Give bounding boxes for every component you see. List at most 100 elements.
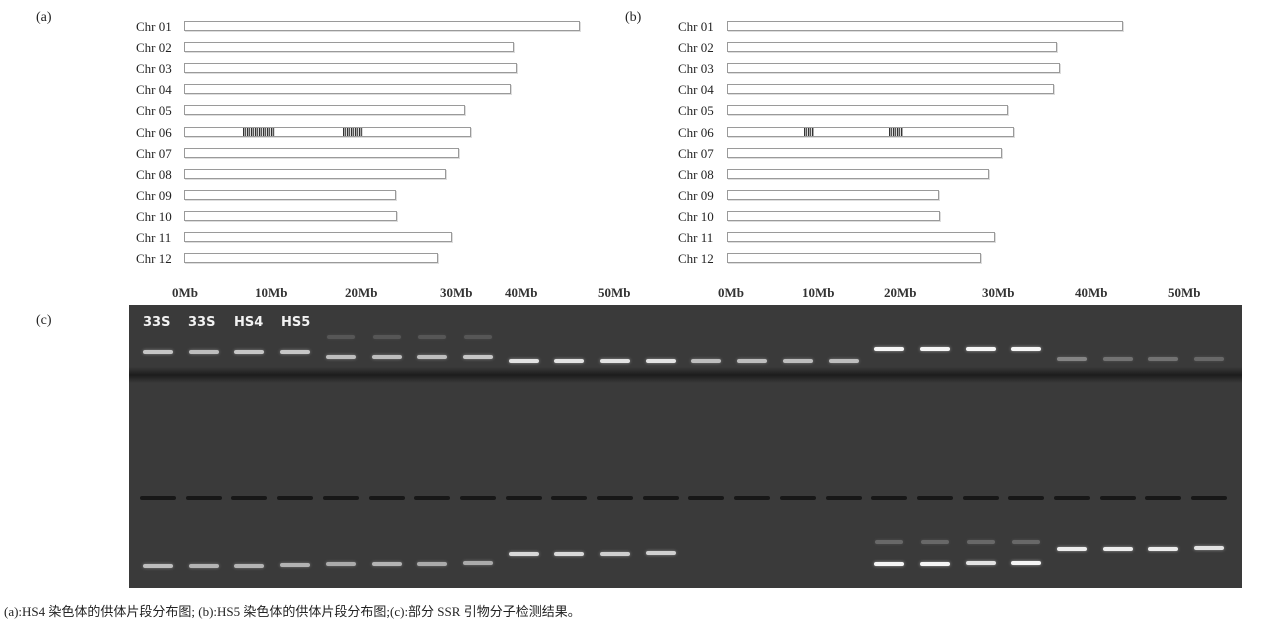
gel-band [1194, 357, 1225, 361]
gel-band [418, 335, 447, 339]
chromosome-bar [184, 21, 580, 31]
chromosome-label: Chr 05 [678, 103, 714, 119]
chromosome-label: Chr 10 [678, 208, 714, 224]
gel-band [325, 355, 356, 359]
gel-band [463, 335, 492, 339]
gel-band [280, 563, 311, 567]
donor-segment [889, 127, 903, 136]
chromosome-label: Chr 12 [678, 251, 714, 267]
electrophoresis-gel: 33S 33S HS4 HS5 [129, 305, 1242, 588]
gel-band [1102, 547, 1133, 551]
gel-band [372, 335, 401, 339]
gel-band [554, 359, 585, 363]
chromosome-bar [727, 189, 939, 200]
gel-band [188, 564, 219, 568]
lane-label: 33S [143, 315, 171, 330]
gel-band [920, 540, 949, 544]
gel-band [1102, 357, 1133, 361]
gel-band [234, 350, 265, 354]
axis-tick-label: 50Mb [1168, 285, 1201, 300]
chromosome-label: Chr 03 [136, 61, 172, 77]
gel-band [554, 552, 585, 556]
chromosome-label: Chr 04 [678, 82, 714, 98]
gel-well [916, 496, 953, 500]
chromosome-label: Chr 10 [136, 208, 172, 224]
gel-band [645, 551, 676, 555]
chromosome-label: Chr 06 [678, 124, 714, 140]
gel-well [734, 496, 771, 500]
gel-band [691, 359, 722, 363]
chromosome-bar [184, 210, 398, 221]
chromosome-bar [184, 147, 460, 158]
axis-tick-label: 10Mb [802, 285, 835, 300]
donor-segment [804, 127, 814, 136]
panel-label-b: (b) [625, 10, 642, 25]
chromosome-label: Chr 09 [136, 187, 172, 203]
chromosome-label: Chr 05 [136, 103, 172, 119]
gel-well [779, 496, 816, 500]
chromosome-bar [727, 84, 1054, 95]
lane-label: 33S [188, 315, 216, 330]
axis-tick-label: 30Mb [440, 285, 473, 300]
axis-tick-label: 20Mb [345, 285, 378, 300]
gel-well [231, 496, 268, 500]
gel-well [1191, 496, 1228, 500]
chromosome-label: Chr 08 [136, 166, 172, 182]
gel-band [645, 359, 676, 363]
chromosome-label: Chr 02 [136, 40, 172, 56]
chromosome-label: Chr 07 [136, 145, 172, 161]
gel-well [1145, 496, 1182, 500]
chromosome-bar [727, 168, 990, 179]
chromosome-bar [727, 105, 1008, 116]
gel-band [919, 562, 950, 566]
panel-label-a: (a) [36, 10, 52, 25]
gel-well [505, 496, 542, 500]
axis-tick-label: 20Mb [884, 285, 917, 300]
gel-band [326, 335, 355, 339]
chromosome-bar [184, 63, 518, 74]
gel-well [642, 496, 679, 500]
gel-well [962, 496, 999, 500]
chromosome-label: Chr 06 [136, 124, 172, 140]
chromosome-label: Chr 02 [678, 40, 714, 56]
gel-band [874, 347, 905, 351]
chromosome-bar [184, 84, 511, 95]
gel-band [371, 355, 402, 359]
gel-well [688, 496, 725, 500]
donor-segment [343, 127, 363, 136]
gel-well [277, 496, 314, 500]
chromosome-bar [184, 168, 447, 179]
gel-band [143, 564, 173, 568]
gel-band [1148, 547, 1179, 551]
gel-dark-zone [129, 367, 1242, 383]
axis-tick-label: 50Mb [598, 285, 631, 300]
figure-caption: (a):HS4 染色体的供体片段分布图; (b):HS5 染色体的供体片段分布图… [4, 604, 581, 619]
gel-band [508, 552, 539, 556]
gel-band [828, 359, 859, 363]
axis-tick-label: 0Mb [718, 285, 744, 300]
chromosome-bar [727, 42, 1058, 53]
chromosome-bar [727, 210, 941, 221]
chromosome-label: Chr 07 [678, 145, 714, 161]
chromosome-label: Chr 01 [136, 19, 172, 34]
gel-band [188, 350, 219, 354]
chromosome-bar [184, 189, 396, 200]
gel-band [143, 350, 173, 354]
gel-band [1011, 347, 1042, 351]
gel-band [234, 564, 265, 568]
gel-band [965, 561, 996, 565]
gel-band [600, 552, 630, 556]
gel-well [1054, 496, 1090, 500]
lane-label: HS4 [234, 315, 264, 330]
gel-band [280, 350, 311, 354]
chromosome-bar [184, 42, 515, 53]
gel-well [140, 496, 176, 500]
gel-band [1148, 357, 1179, 361]
gel-band [919, 347, 950, 351]
chromosome-bar [184, 105, 465, 116]
gel-band [1011, 561, 1042, 565]
gel-well [597, 496, 633, 500]
chromosome-bar [184, 232, 452, 242]
chromosome-bar [184, 126, 472, 137]
gel-band [371, 562, 402, 566]
